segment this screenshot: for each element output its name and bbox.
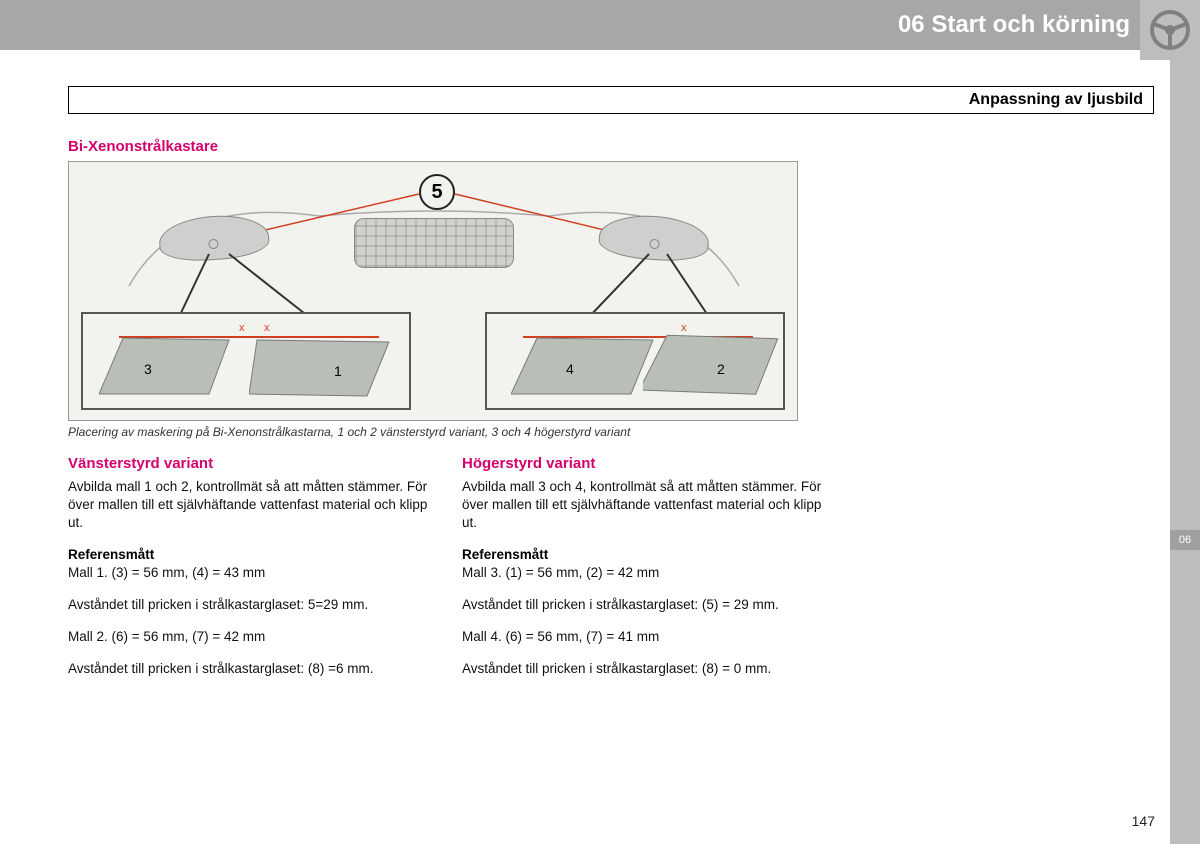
left-d2: Avståndet till pricken i strålkastarglas… (68, 660, 428, 678)
mark-x: x (239, 322, 245, 334)
left-d1: Avståndet till pricken i strålkastarglas… (68, 596, 428, 614)
right-column: Högerstyrd variant Avbilda mall 3 och 4,… (462, 455, 822, 693)
right-m2: Mall 4. (6) = 56 mm, (7) = 41 mm (462, 628, 822, 646)
page-subtitle: Anpassning av ljusbild (68, 86, 1154, 114)
shape-label-4: 4 (566, 361, 574, 377)
steering-wheel-icon (1140, 0, 1200, 60)
headlight-diagram: 5 x x 3 1 (68, 161, 798, 421)
shape-label-1: 1 (334, 363, 342, 379)
shape-label-3: 3 (144, 361, 152, 377)
shape-label-2: 2 (717, 361, 725, 377)
page-number: 147 (1132, 813, 1155, 829)
page-content: Bi-Xenonstrålkastare 5 (68, 138, 828, 693)
right-intro: Avbilda mall 3 och 4, kontrollmät så att… (462, 478, 822, 533)
chapter-title: 06 Start och körning (898, 11, 1130, 39)
right-m1: Mall 3. (1) = 56 mm, (2) = 42 mm (462, 564, 822, 582)
main-heading: Bi-Xenonstrålkastare (68, 138, 828, 155)
right-d2: Avståndet till pricken i strålkastarglas… (462, 660, 822, 678)
section-tab: 06 (1170, 530, 1200, 550)
diagram-caption: Placering av maskering på Bi-Xenonstrålk… (68, 425, 828, 439)
left-col-heading: Vänsterstyrd variant (68, 455, 428, 472)
right-ref-title: Referensmått (462, 547, 822, 562)
left-m1: Mall 1. (3) = 56 mm, (4) = 43 mm (68, 564, 428, 582)
right-col-heading: Högerstyrd variant (462, 455, 822, 472)
page-side-bar (1170, 60, 1200, 844)
right-d1: Avståndet till pricken i strålkastarglas… (462, 596, 822, 614)
left-m2: Mall 2. (6) = 56 mm, (7) = 42 mm (68, 628, 428, 646)
chapter-header-bar: 06 Start och körning (0, 0, 1200, 50)
diagram-badge-5: 5 (419, 174, 455, 210)
left-intro: Avbilda mall 1 och 2, kontrollmät så att… (68, 478, 428, 533)
left-column: Vänsterstyrd variant Avbilda mall 1 och … (68, 455, 428, 693)
left-ref-title: Referensmått (68, 547, 428, 562)
mark-x: x (264, 322, 270, 334)
